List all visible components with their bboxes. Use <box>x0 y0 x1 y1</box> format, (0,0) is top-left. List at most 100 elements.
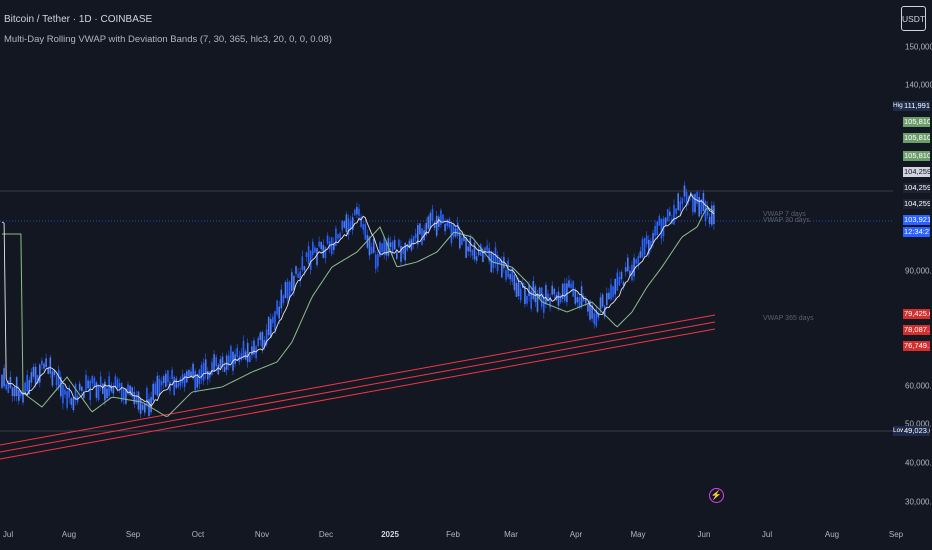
price-tick: 50,000.00 <box>905 419 932 429</box>
candle-body <box>629 270 631 276</box>
candle-body <box>549 297 551 308</box>
candle-body <box>320 241 322 250</box>
vwap-365-tag: 78,087.11 <box>903 325 930 335</box>
candle-body <box>530 290 532 309</box>
candle-body <box>34 366 37 385</box>
candle-body <box>43 363 45 369</box>
candle-body <box>156 375 159 396</box>
candle-body <box>648 239 650 255</box>
candle-body <box>654 225 656 236</box>
candle-body <box>511 268 514 282</box>
candle-body <box>133 391 136 405</box>
candle-body <box>78 383 81 391</box>
candle-body <box>427 216 430 229</box>
candle-body <box>381 243 383 253</box>
candle-body <box>28 380 31 395</box>
lightning-icon[interactable]: ⚡ <box>709 488 724 503</box>
candle-body <box>272 316 274 324</box>
price-tick: 150,000.00 <box>905 42 932 52</box>
candle-body <box>141 404 144 410</box>
indicator-title[interactable]: Multi-Day Rolling VWAP with Deviation Ba… <box>4 34 332 45</box>
candle-body <box>47 368 49 374</box>
candle-body <box>135 395 138 404</box>
candle-body <box>204 359 207 374</box>
candle-body <box>183 373 186 387</box>
candle-body <box>207 370 209 380</box>
candle-body <box>578 297 581 308</box>
candle-body <box>55 375 58 386</box>
candle-body <box>576 297 579 303</box>
candle-body <box>70 398 73 405</box>
candle-body <box>303 266 306 271</box>
vwap-365-lower-tag: 76,749.19 <box>903 341 930 351</box>
candle-body <box>375 254 377 269</box>
candle-body <box>561 283 564 299</box>
candle-body <box>337 234 339 239</box>
candle-body <box>324 246 327 259</box>
time-axis[interactable] <box>0 523 932 550</box>
candle-body <box>66 391 68 408</box>
candle-body <box>3 368 5 387</box>
candle-body <box>114 376 117 389</box>
candle-body <box>257 338 259 346</box>
price-chart[interactable] <box>0 0 893 523</box>
candle-body <box>261 331 264 348</box>
candle-body <box>553 288 556 295</box>
candle-body <box>36 375 39 384</box>
candle-body <box>150 397 152 413</box>
candle-body <box>196 374 199 388</box>
candle-body <box>473 242 476 260</box>
candle-body <box>408 240 411 248</box>
candle-body <box>463 234 465 241</box>
symbol-title[interactable]: Bitcoin / Tether · 1D · COINBASE <box>4 14 153 25</box>
candle-body <box>314 247 316 253</box>
candle-body <box>30 372 33 383</box>
candle-body <box>614 279 616 295</box>
candle-body <box>64 389 66 395</box>
candle-body <box>123 389 125 400</box>
candle-body <box>158 379 161 395</box>
candle-body <box>284 282 287 299</box>
candle-body <box>433 221 436 229</box>
candle-body <box>175 378 178 388</box>
candle-body <box>276 300 278 315</box>
time-label: Oct <box>191 530 205 539</box>
candle-body <box>501 260 503 278</box>
candle-body <box>236 347 238 357</box>
candle-body <box>74 384 77 401</box>
candle-body <box>118 383 121 388</box>
candle-body <box>547 293 549 299</box>
candle-body <box>650 241 652 249</box>
price-axis[interactable] <box>893 0 932 523</box>
candle-body <box>440 210 442 225</box>
candle-body <box>112 386 115 394</box>
chart-area[interactable]: Bitcoin / Tether · 1D · COINBASE Multi-D… <box>0 0 893 523</box>
candle-body <box>32 367 35 377</box>
time-label: Jul <box>2 530 14 539</box>
candle-body <box>608 292 610 300</box>
candle-body <box>291 272 293 292</box>
candle-body <box>188 369 190 377</box>
candle-body <box>22 393 24 403</box>
time-label: Aug <box>61 530 77 539</box>
price-tick: 140,000.00 <box>905 80 932 90</box>
candle-body <box>637 256 640 265</box>
candle-body <box>713 205 715 225</box>
candle-body <box>179 378 182 386</box>
candle-body <box>192 363 194 378</box>
candle-body <box>39 364 41 383</box>
candle-body <box>259 332 262 341</box>
candle-body <box>7 381 10 393</box>
candle-body <box>377 253 379 267</box>
price-tick: 30,000.00 <box>905 497 932 507</box>
candle-body <box>566 283 568 303</box>
candle-body <box>412 236 415 245</box>
currency-button[interactable]: USDT <box>901 6 926 31</box>
candle-body <box>459 231 461 249</box>
candle-body <box>492 254 495 268</box>
high-value-tag: 111,991.77 <box>903 101 930 111</box>
time-label: Jul <box>761 530 773 539</box>
candle-body <box>404 242 406 261</box>
vwap-365-band <box>0 314 716 446</box>
candle-body <box>475 256 478 261</box>
